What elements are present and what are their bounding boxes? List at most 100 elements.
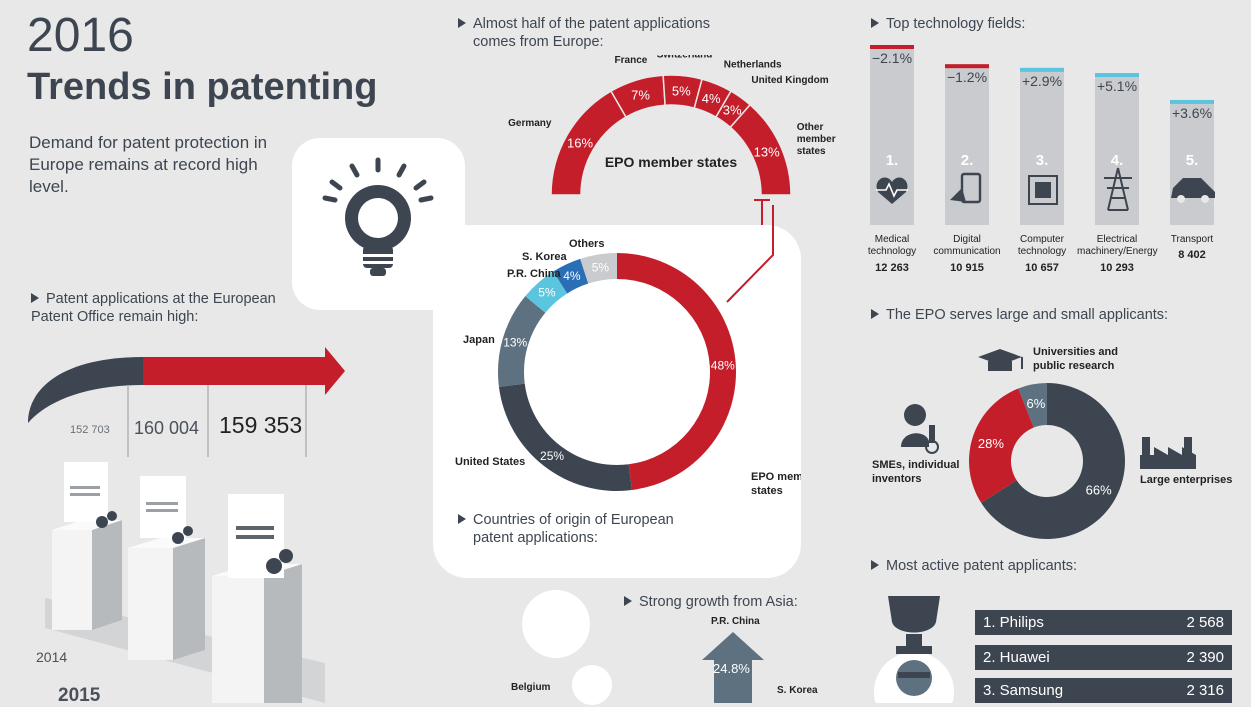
triangle-bullet-icon [871,560,879,570]
asia-label-korea: S. Korea [777,685,818,696]
applicant-name: 1. Philips [983,614,1044,631]
origin-category-label: states [751,485,783,497]
origin-donut-arcs: 48% 25% 13% 5% 4% 5% [498,253,737,491]
europe-category-label: states [797,146,826,157]
asia-china-value: 24.8% [713,661,750,676]
trophy-person-icon [874,596,954,703]
origin-category-label: United States [455,456,525,468]
origin-donut-chart: 48% 25% 13% 5% 4% 5% EPO member states United S… [455,238,801,497]
europe-value-label: 7% [631,88,650,103]
size-category-label: Universities and [1033,346,1118,358]
europe-value-label: 5% [672,84,691,99]
connector-line [726,205,774,303]
bubble-small [572,665,612,705]
origin-card [433,225,801,578]
size-arc-smes-individual-inventors [969,388,1034,503]
europe-category-label: United Kingdom [751,75,828,86]
tech-change-label: −2.1% [872,50,912,66]
tech-field-label: Computer technology [1017,234,1067,257]
applications-value-2015: 160 004 [134,418,200,438]
europe-category-label: member [797,134,836,145]
size-value-label: 6% [1027,396,1046,411]
applicant-row-2: 2. Huawei 2 390 [975,645,1232,670]
tech-rank-label: 4. [1111,152,1124,169]
triangle-bullet-icon [871,309,879,319]
tech-bar-5 [1170,99,1214,225]
size-arc-large-enterprises [981,383,1125,539]
origin-value-label: 13% [503,335,527,349]
origin-heading: Countries of origin of European patent a… [458,511,758,547]
europe-arc-other-member-states [729,103,792,196]
origin-value-label: 25% [540,449,564,463]
europe-share-arcs: 16% 7% 5% 4%3% 13% [550,74,792,196]
triangle-bullet-icon [871,18,879,28]
asia-label-belgium: Belgium [511,682,551,693]
origin-category-label: Japan [463,334,495,346]
applicants-size-heading: The EPO serves large and small applicant… [871,306,1168,324]
origin-category-label: P.R. China [507,268,561,280]
asia-label-china: P.R. China [711,616,760,627]
origin-category-label: Others [569,238,604,250]
applicant-row-3: 3. Samsung 2 316 [975,678,1232,703]
tech-field-value: 10 657 [1025,262,1059,274]
size-category-label: inventors [872,473,922,485]
triangle-bullet-icon [458,18,466,28]
triangle-bullet-icon [458,514,466,524]
tech-fields-chart: −2.1% 1. −1.2% 2. +2.9% 3. +5.1% 4. +3.6% 5. [870,45,1215,226]
power-pylon-icon [1104,167,1132,211]
europe-value-label: 4% [702,91,721,106]
origin-arc-japan [498,296,546,387]
tech-heading: Top technology fields: [871,15,1025,33]
europe-value-label: 13% [754,145,780,160]
car-icon [1171,178,1215,203]
origin-category-label: EPO member [751,471,801,483]
tech-labels: Medical technology 12 263 Digital communic… [860,234,1240,274]
origin-value-label: 5% [592,260,610,274]
scientist-icon [901,404,939,454]
chip-icon [1028,175,1058,205]
applications-value-2016: 159 353 [219,412,303,438]
europe-value-label: 16% [567,136,593,151]
applicants-size-arcs: 66% 28% 6% [969,383,1125,539]
applicants-size-chart: 66% 28% 6% Large enterprises SMEs, individu… [872,346,1232,539]
graduation-cap-icon [978,349,1023,371]
origin-category-labels: EPO member states United States Japan P.R. C… [455,238,801,497]
europe-share-heading: Almost half of the patent applications c… [458,15,758,51]
europe-share-center-label: EPO member states [605,154,737,170]
tech-change-label: +5.1% [1097,78,1137,94]
bubble-large [522,590,590,658]
document-stacks-graphic [45,462,325,703]
tech-bar-cap [870,45,914,49]
tech-field-value: 10 915 [950,262,984,274]
europe-category-label: Other [797,122,824,133]
europe-category-label: France [615,55,648,66]
origin-value-label: 4% [563,269,581,283]
origin-category-label: S. Korea [522,251,568,263]
tech-bar-cap [1170,99,1214,104]
size-value-label: 66% [1086,482,1112,497]
asia-heading: Strong growth from Asia: [624,593,798,611]
lightbulb-card [292,138,465,310]
size-category-label: SMEs, individual [872,459,959,471]
origin-arc-united-states [498,383,632,491]
applicants-size-category-labels: Large enterprises SMEs, individual invento… [872,346,1232,486]
tech-field-label: Medical technology [867,234,917,257]
tech-field-label: Digital communication [933,234,1001,257]
tech-field-label: Transport [1170,234,1214,245]
applicant-row: 1. Philips 2 568 [975,610,1232,635]
origin-arc-epo-member-states [617,253,737,491]
tech-rank-label: 2. [961,152,974,169]
origin-arc-others [580,253,617,284]
applicant-name: 2. Huawei [983,649,1050,666]
tech-rank-label: 1. [886,152,899,169]
europe-category-label: Netherlands [724,60,782,71]
year-label-2014: 2014 [36,649,68,665]
applicant-name: 3. Samsung [983,682,1064,699]
applicant-row: 3. Samsung 2 316 [975,678,1232,703]
tech-bar-4 [1095,73,1139,225]
tech-bar-cap [945,64,989,69]
tech-field-value: 8 402 [1178,249,1206,261]
factory-icon [1140,437,1196,469]
china-growth-arrow [702,632,764,703]
applicant-row-1: 1. Philips 2 568 [975,610,1232,635]
